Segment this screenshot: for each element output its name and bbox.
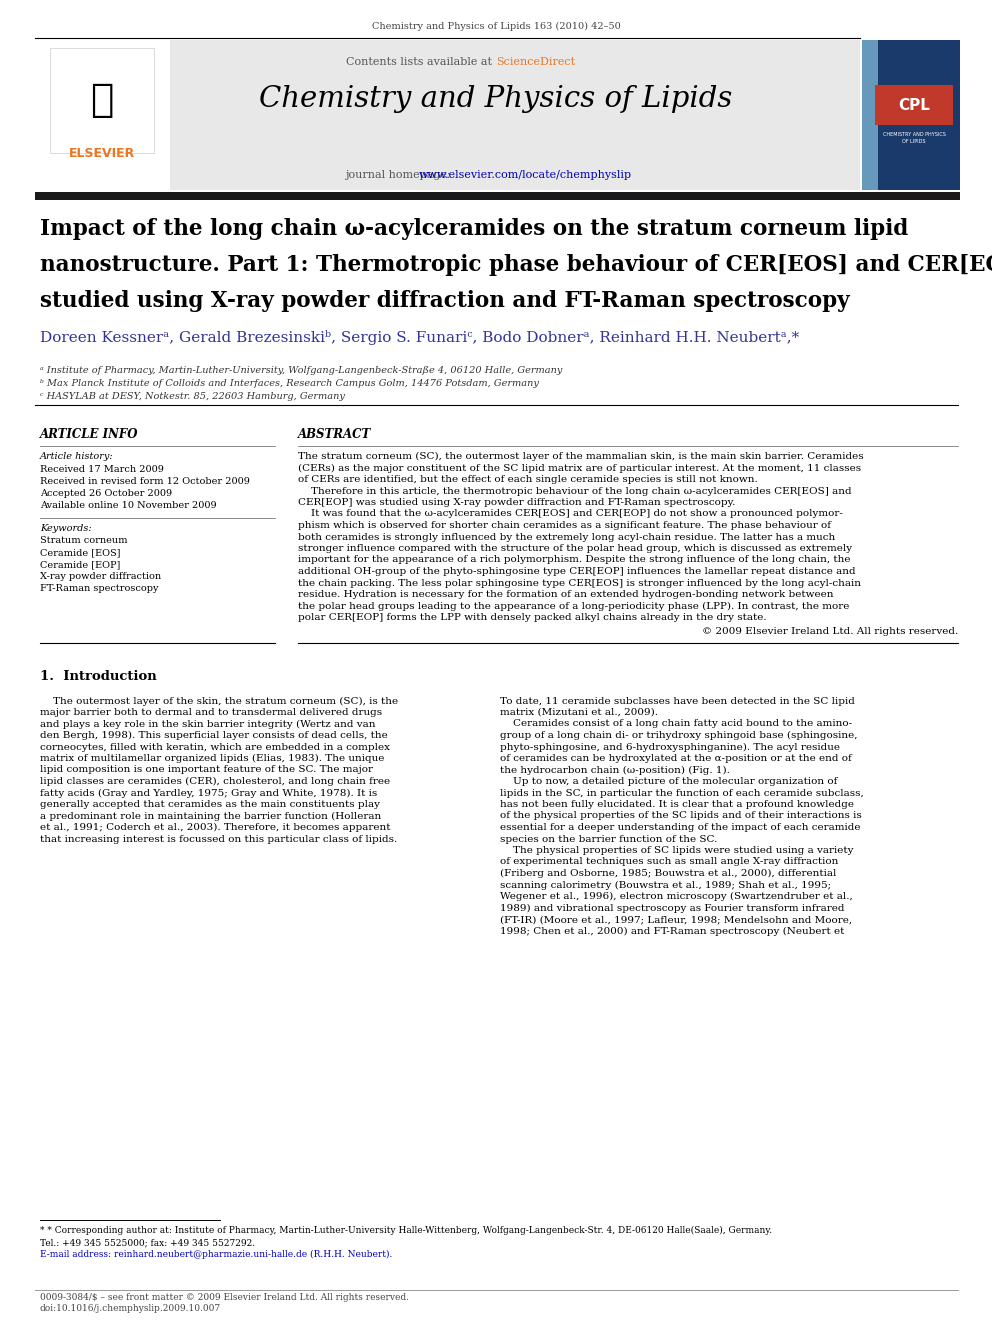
Text: Ceramide [EOP]: Ceramide [EOP] bbox=[40, 560, 120, 569]
Text: et al., 1991; Coderch et al., 2003). Therefore, it becomes apparent: et al., 1991; Coderch et al., 2003). The… bbox=[40, 823, 391, 832]
Text: important for the appearance of a rich polymorphism. Despite the strong influenc: important for the appearance of a rich p… bbox=[298, 556, 850, 565]
Text: phism which is observed for shorter chain ceramides as a significant feature. Th: phism which is observed for shorter chai… bbox=[298, 521, 831, 531]
Text: Impact of the long chain ω-acylceramides on the stratum corneum lipid: Impact of the long chain ω-acylceramides… bbox=[40, 218, 909, 239]
Text: Wegener et al., 1996), electron microscopy (Swartzendruber et al.,: Wegener et al., 1996), electron microsco… bbox=[500, 892, 853, 901]
Text: species on the barrier function of the SC.: species on the barrier function of the S… bbox=[500, 835, 717, 844]
Text: a predominant role in maintaining the barrier function (Holleran: a predominant role in maintaining the ba… bbox=[40, 811, 381, 820]
Text: phyto-sphingosine, and 6-hydroxysphinganine). The acyl residue: phyto-sphingosine, and 6-hydroxysphingan… bbox=[500, 742, 840, 751]
Text: Received 17 March 2009: Received 17 March 2009 bbox=[40, 464, 164, 474]
Text: generally accepted that ceramides as the main constituents play: generally accepted that ceramides as the… bbox=[40, 800, 380, 808]
Text: ELSEVIER: ELSEVIER bbox=[68, 147, 135, 160]
Text: matrix (Mizutani et al., 2009).: matrix (Mizutani et al., 2009). bbox=[500, 708, 658, 717]
Text: CHEMISTRY AND PHYSICS
OF LIPIDS: CHEMISTRY AND PHYSICS OF LIPIDS bbox=[883, 132, 945, 144]
Text: and plays a key role in the skin barrier integrity (Wertz and van: and plays a key role in the skin barrier… bbox=[40, 720, 376, 729]
Text: * * Corresponding author at: Institute of Pharmacy, Martin-Luther-University Hal: * * Corresponding author at: Institute o… bbox=[40, 1226, 772, 1236]
Text: 🌲: 🌲 bbox=[90, 81, 114, 119]
Bar bbox=[875, 85, 953, 124]
Text: of experimental techniques such as small angle X-ray diffraction: of experimental techniques such as small… bbox=[500, 857, 838, 867]
Text: Therefore in this article, the thermotropic behaviour of the long chain ω-acylce: Therefore in this article, the thermotro… bbox=[298, 487, 851, 496]
Text: The physical properties of SC lipids were studied using a variety: The physical properties of SC lipids wer… bbox=[500, 845, 853, 855]
Text: ARTICLE INFO: ARTICLE INFO bbox=[40, 429, 139, 441]
Text: (CERs) as the major constituent of the SC lipid matrix are of particular interes: (CERs) as the major constituent of the S… bbox=[298, 463, 861, 472]
Text: Ceramide [EOS]: Ceramide [EOS] bbox=[40, 548, 120, 557]
Text: © 2009 Elsevier Ireland Ltd. All rights reserved.: © 2009 Elsevier Ireland Ltd. All rights … bbox=[701, 627, 958, 636]
Text: lipid classes are ceramides (CER), cholesterol, and long chain free: lipid classes are ceramides (CER), chole… bbox=[40, 777, 390, 786]
Text: (FT-IR) (Moore et al., 1997; Lafleur, 1998; Mendelsohn and Moore,: (FT-IR) (Moore et al., 1997; Lafleur, 19… bbox=[500, 916, 852, 923]
Text: journal homepage:: journal homepage: bbox=[345, 169, 454, 180]
Text: The stratum corneum (SC), the outermost layer of the mammalian skin, is the main: The stratum corneum (SC), the outermost … bbox=[298, 452, 864, 462]
Text: essential for a deeper understanding of the impact of each ceramide: essential for a deeper understanding of … bbox=[500, 823, 860, 832]
Text: Tel.: +49 345 5525000; fax: +49 345 5527292.: Tel.: +49 345 5525000; fax: +49 345 5527… bbox=[40, 1238, 255, 1248]
Text: Keywords:: Keywords: bbox=[40, 524, 91, 533]
Text: corneocytes, filled with keratin, which are embedded in a complex: corneocytes, filled with keratin, which … bbox=[40, 742, 390, 751]
Text: Ceramides consist of a long chain fatty acid bound to the amino-: Ceramides consist of a long chain fatty … bbox=[500, 720, 852, 729]
Text: Stratum corneum: Stratum corneum bbox=[40, 536, 128, 545]
Text: Chemistry and Physics of Lipids: Chemistry and Physics of Lipids bbox=[259, 85, 733, 112]
Text: ScienceDirect: ScienceDirect bbox=[496, 57, 575, 67]
Text: the hydrocarbon chain (ω-position) (Fig. 1).: the hydrocarbon chain (ω-position) (Fig.… bbox=[500, 766, 730, 775]
Text: CER[EOP] was studied using X-ray powder diffraction and FT-Raman spectroscopy.: CER[EOP] was studied using X-ray powder … bbox=[298, 497, 735, 507]
Text: 1.  Introduction: 1. Introduction bbox=[40, 671, 157, 684]
Text: ᵇ Max Planck Institute of Colloids and Interfaces, Research Campus Golm, 14476 P: ᵇ Max Planck Institute of Colloids and I… bbox=[40, 378, 539, 388]
Bar bbox=[35, 40, 170, 191]
Text: ᶜ HASYLAB at DESY, Notkestr. 85, 22603 Hamburg, Germany: ᶜ HASYLAB at DESY, Notkestr. 85, 22603 H… bbox=[40, 392, 345, 401]
Text: that increasing interest is focussed on this particular class of lipids.: that increasing interest is focussed on … bbox=[40, 835, 397, 844]
Text: Contents lists available at: Contents lists available at bbox=[346, 57, 496, 67]
Text: Up to now, a detailed picture of the molecular organization of: Up to now, a detailed picture of the mol… bbox=[500, 777, 837, 786]
Text: www.elsevier.com/locate/chemphyslip: www.elsevier.com/locate/chemphyslip bbox=[419, 169, 632, 180]
Text: den Bergh, 1998). This superficial layer consists of dead cells, the: den Bergh, 1998). This superficial layer… bbox=[40, 732, 388, 740]
Text: FT-Raman spectroscopy: FT-Raman spectroscopy bbox=[40, 583, 159, 593]
Text: the polar head groups leading to the appearance of a long-periodicity phase (LPP: the polar head groups leading to the app… bbox=[298, 602, 849, 611]
Text: the chain packing. The less polar sphingosine type CER[EOS] is stronger influenc: the chain packing. The less polar sphing… bbox=[298, 578, 861, 587]
Text: Doreen Kessnerᵃ, Gerald Brezesinskiᵇ, Sergio S. Funariᶜ, Bodo Dobnerᵃ, Reinhard : Doreen Kessnerᵃ, Gerald Brezesinskiᵇ, Se… bbox=[40, 329, 800, 345]
Text: residue. Hydration is necessary for the formation of an extended hydrogen-bondin: residue. Hydration is necessary for the … bbox=[298, 590, 833, 599]
Text: ABSTRACT: ABSTRACT bbox=[298, 429, 371, 441]
Text: 0009-3084/$ – see front matter © 2009 Elsevier Ireland Ltd. All rights reserved.: 0009-3084/$ – see front matter © 2009 El… bbox=[40, 1293, 409, 1302]
Text: fatty acids (Gray and Yardley, 1975; Gray and White, 1978). It is: fatty acids (Gray and Yardley, 1975; Gra… bbox=[40, 789, 377, 798]
Text: Chemistry and Physics of Lipids 163 (2010) 42–50: Chemistry and Physics of Lipids 163 (201… bbox=[372, 22, 620, 32]
Text: additional OH-group of the phyto-sphingosine type CER[EOP] influences the lamell: additional OH-group of the phyto-sphingo… bbox=[298, 568, 856, 576]
Text: Available online 10 November 2009: Available online 10 November 2009 bbox=[40, 501, 216, 509]
Text: scanning calorimetry (Bouwstra et al., 1989; Shah et al., 1995;: scanning calorimetry (Bouwstra et al., 1… bbox=[500, 881, 831, 889]
Text: It was found that the ω-acylceramides CER[EOS] and CER[EOP] do not show a pronou: It was found that the ω-acylceramides CE… bbox=[298, 509, 843, 519]
Text: has not been fully elucidated. It is clear that a profound knowledge: has not been fully elucidated. It is cle… bbox=[500, 800, 854, 808]
Text: 1998; Chen et al., 2000) and FT-Raman spectroscopy (Neubert et: 1998; Chen et al., 2000) and FT-Raman sp… bbox=[500, 926, 844, 935]
Text: nanostructure. Part 1: Thermotropic phase behaviour of CER[EOS] and CER[EOP]: nanostructure. Part 1: Thermotropic phas… bbox=[40, 254, 992, 277]
Text: matrix of multilamellar organized lipids (Elias, 1983). The unique: matrix of multilamellar organized lipids… bbox=[40, 754, 384, 763]
Text: 1989) and vibrational spectroscopy as Fourier transform infrared: 1989) and vibrational spectroscopy as Fo… bbox=[500, 904, 844, 913]
Text: group of a long chain di- or trihydroxy sphingoid base (sphingosine,: group of a long chain di- or trihydroxy … bbox=[500, 732, 857, 740]
Bar bbox=[50, 48, 154, 153]
Text: polar CER[EOP] forms the LPP with densely packed alkyl chains already in the dry: polar CER[EOP] forms the LPP with densel… bbox=[298, 613, 767, 622]
Text: CPL: CPL bbox=[898, 98, 930, 112]
Bar bbox=[862, 40, 960, 191]
Text: X-ray powder diffraction: X-ray powder diffraction bbox=[40, 572, 161, 581]
Text: lipid composition is one important feature of the SC. The major: lipid composition is one important featu… bbox=[40, 766, 373, 774]
Text: To date, 11 ceramide subclasses have been detected in the SC lipid: To date, 11 ceramide subclasses have bee… bbox=[500, 696, 855, 705]
Text: both ceramides is strongly influenced by the extremely long acyl-chain residue. : both ceramides is strongly influenced by… bbox=[298, 532, 835, 541]
Bar bbox=[35, 192, 960, 200]
Text: ᵃ Institute of Pharmacy, Martin-Luther-University, Wolfgang-Langenbeck-Straße 4,: ᵃ Institute of Pharmacy, Martin-Luther-U… bbox=[40, 366, 562, 374]
Text: (Friberg and Osborne, 1985; Bouwstra et al., 2000), differential: (Friberg and Osborne, 1985; Bouwstra et … bbox=[500, 869, 836, 878]
Text: of the physical properties of the SC lipids and of their interactions is: of the physical properties of the SC lip… bbox=[500, 811, 862, 820]
Text: studied using X-ray powder diffraction and FT-Raman spectroscopy: studied using X-ray powder diffraction a… bbox=[40, 290, 849, 312]
Text: Article history:: Article history: bbox=[40, 452, 114, 460]
Text: of CERs are identified, but the effect of each single ceramide species is still : of CERs are identified, but the effect o… bbox=[298, 475, 758, 484]
Text: Accepted 26 October 2009: Accepted 26 October 2009 bbox=[40, 490, 173, 497]
Text: stronger influence compared with the structure of the polar head group, which is: stronger influence compared with the str… bbox=[298, 544, 852, 553]
Text: Received in revised form 12 October 2009: Received in revised form 12 October 2009 bbox=[40, 478, 250, 486]
Text: E-mail address: reinhard.neubert@pharmazie.uni-halle.de (R.H.H. Neubert).: E-mail address: reinhard.neubert@pharmaz… bbox=[40, 1250, 393, 1259]
Text: major barrier both to dermal and to transdermal delivered drugs: major barrier both to dermal and to tran… bbox=[40, 708, 382, 717]
Bar bbox=[170, 40, 860, 191]
Text: doi:10.1016/j.chemphyslip.2009.10.007: doi:10.1016/j.chemphyslip.2009.10.007 bbox=[40, 1304, 221, 1312]
Text: lipids in the SC, in particular the function of each ceramide subclass,: lipids in the SC, in particular the func… bbox=[500, 789, 864, 798]
Bar bbox=[862, 40, 878, 191]
Text: The outermost layer of the skin, the stratum corneum (SC), is the: The outermost layer of the skin, the str… bbox=[40, 696, 398, 705]
Text: of ceramides can be hydroxylated at the α-position or at the end of: of ceramides can be hydroxylated at the … bbox=[500, 754, 852, 763]
